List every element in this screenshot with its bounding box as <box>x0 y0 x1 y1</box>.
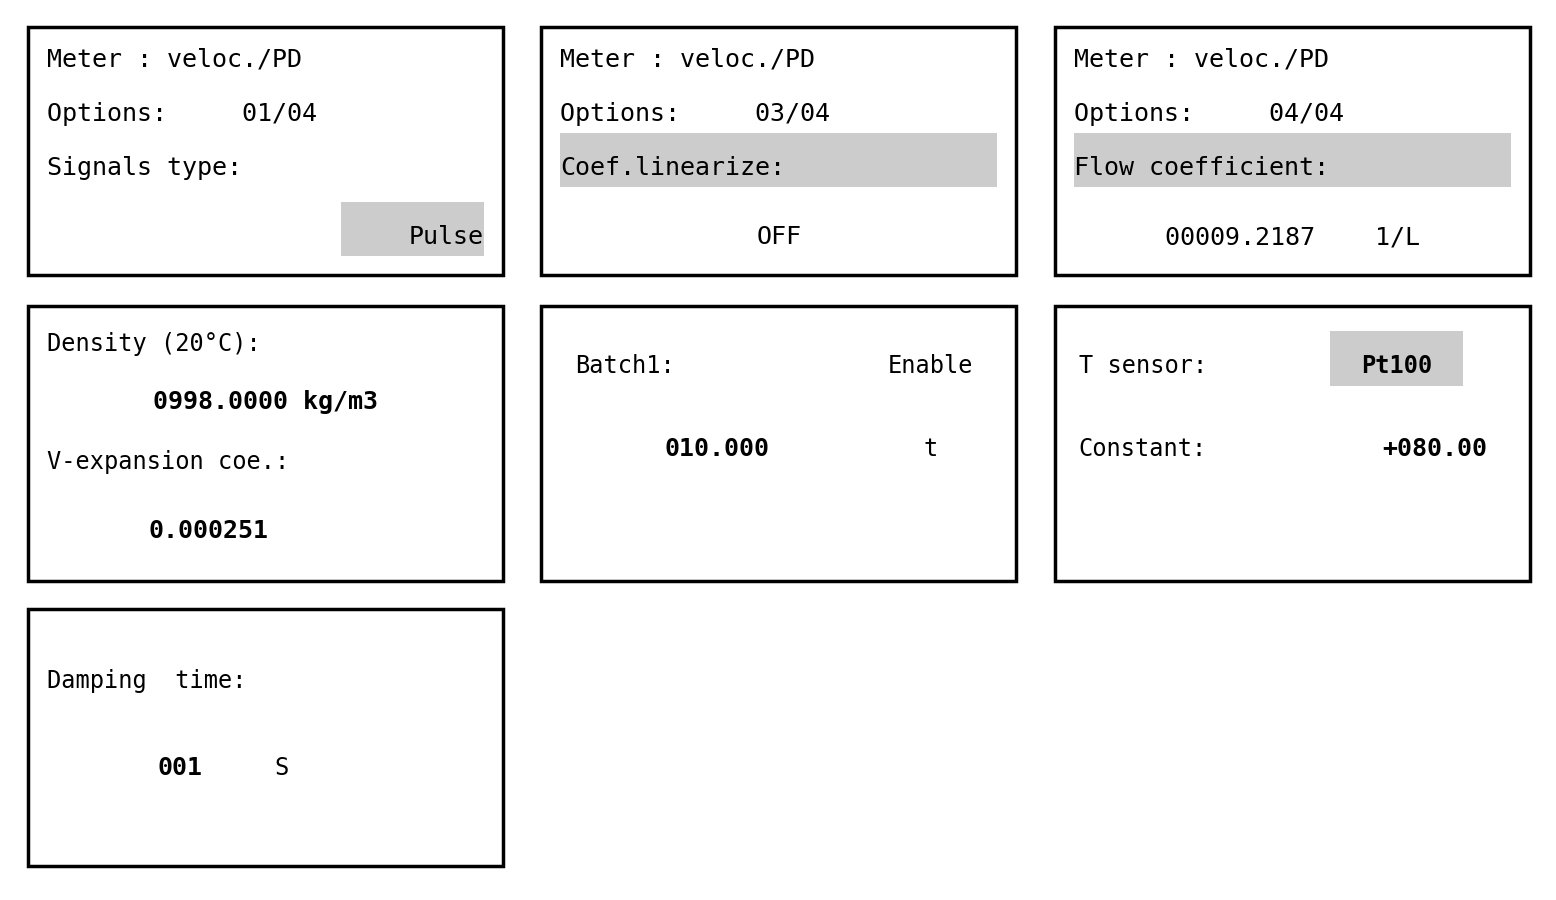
Text: Flow coefficient:: Flow coefficient: <box>1074 156 1329 180</box>
Bar <box>541 306 1016 580</box>
Bar <box>1330 330 1463 385</box>
Text: Pt100: Pt100 <box>1362 355 1432 378</box>
Text: Coef.linearize:: Coef.linearize: <box>560 156 786 180</box>
Text: Meter : veloc./PD: Meter : veloc./PD <box>47 47 302 71</box>
Text: Enable: Enable <box>888 355 974 378</box>
Text: 00009.2187    1/L: 00009.2187 1/L <box>1165 225 1419 249</box>
Text: 0.000251: 0.000251 <box>148 519 268 543</box>
Text: Density (20°C):: Density (20°C): <box>47 332 261 356</box>
Text: Signals type:: Signals type: <box>47 156 243 180</box>
Text: Batch1:: Batch1: <box>574 355 674 378</box>
Text: Pulse: Pulse <box>409 225 484 249</box>
Text: 010.000: 010.000 <box>664 436 770 461</box>
Bar <box>1055 27 1530 274</box>
Text: +080.00: +080.00 <box>1382 436 1488 461</box>
Text: Meter : veloc./PD: Meter : veloc./PD <box>1074 47 1329 71</box>
Text: OFF: OFF <box>756 225 801 249</box>
Text: Options:     01/04: Options: 01/04 <box>47 102 317 126</box>
Text: Options:     04/04: Options: 04/04 <box>1074 102 1344 126</box>
Bar <box>560 132 997 187</box>
Text: Damping  time:: Damping time: <box>47 669 246 693</box>
Bar <box>28 306 503 580</box>
Bar <box>28 609 503 866</box>
Text: 001: 001 <box>157 756 202 780</box>
Bar <box>541 27 1016 274</box>
Text: Constant:: Constant: <box>1078 436 1207 461</box>
Text: S: S <box>275 756 289 780</box>
Text: 0998.0000 kg/m3: 0998.0000 kg/m3 <box>152 390 378 414</box>
Text: V-expansion coe.:: V-expansion coe.: <box>47 451 289 474</box>
Bar <box>1074 132 1511 187</box>
Bar <box>28 27 503 274</box>
Bar <box>341 202 484 256</box>
Text: Options:     03/04: Options: 03/04 <box>560 102 831 126</box>
Text: t: t <box>924 436 938 461</box>
Bar <box>1055 306 1530 580</box>
Text: T sensor:: T sensor: <box>1078 355 1207 378</box>
Text: Meter : veloc./PD: Meter : veloc./PD <box>560 47 815 71</box>
